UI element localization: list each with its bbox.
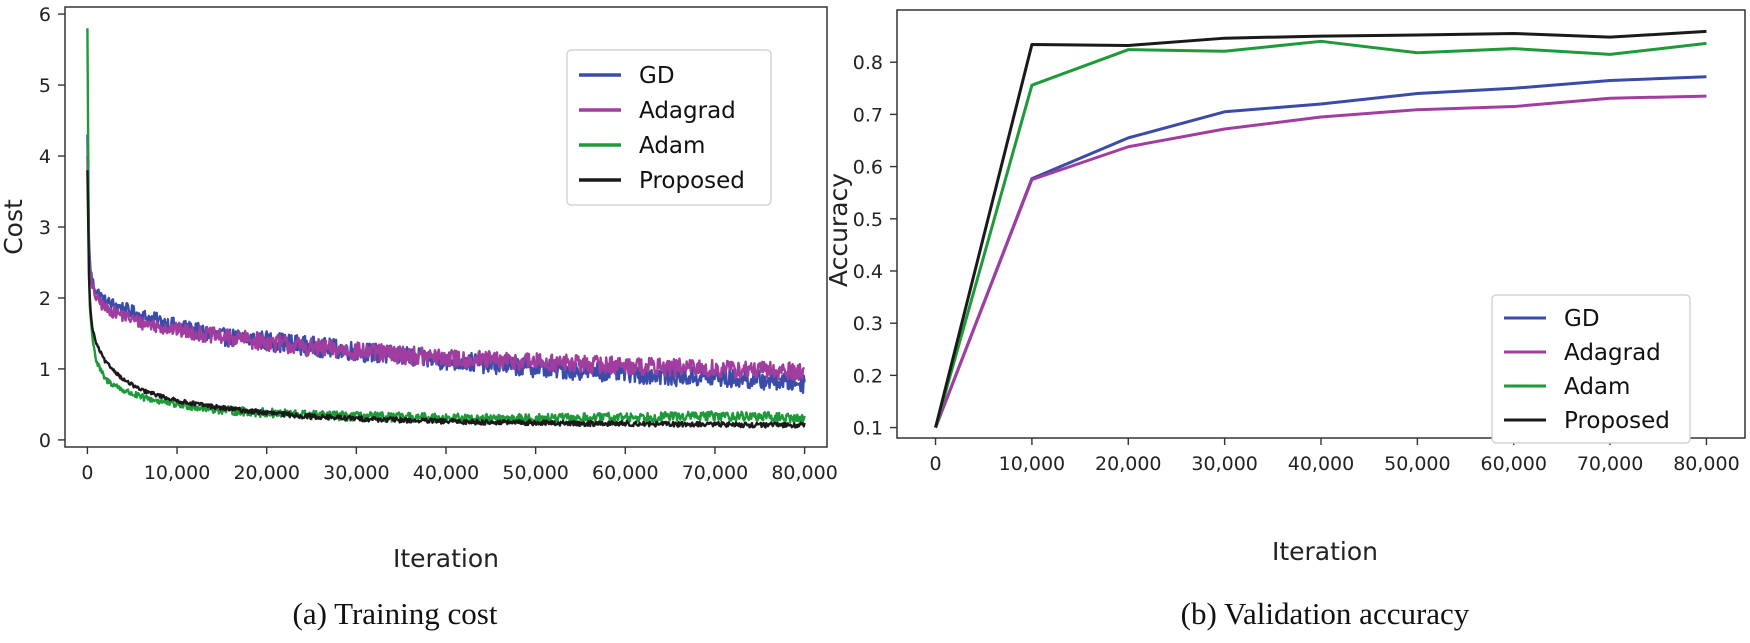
training-cost-caption: (a) Training cost [293, 596, 498, 631]
training-cost-x-tick-label: 40,000 [413, 462, 479, 484]
training-cost-x-tick-label: 20,000 [233, 462, 299, 484]
validation-accuracy-caption: (b) Validation accuracy [1181, 596, 1470, 631]
training-cost-x-tick-label: 60,000 [592, 462, 658, 484]
validation-accuracy-x-tick-label: 40,000 [1288, 453, 1354, 475]
validation-accuracy-x-tick-label: 10,000 [999, 453, 1065, 475]
validation-accuracy-x-tick-label: 20,000 [1095, 453, 1161, 475]
training-cost-legend-label-proposed: Proposed [639, 168, 745, 194]
validation-accuracy-y-tick-label: 0.8 [853, 52, 883, 74]
validation-accuracy-legend-label-adam: Adam [1564, 374, 1630, 400]
training-cost-y-tick-label: 2 [39, 288, 51, 310]
training-cost-legend-label-adam: Adam [639, 133, 705, 159]
validation-accuracy-y-tick-label: 0.4 [853, 261, 883, 283]
training-cost-y-tick-label: 4 [39, 146, 51, 168]
validation-accuracy-y-axis-label: Accuracy [824, 173, 853, 287]
validation-accuracy-y-tick-label: 0.1 [853, 418, 883, 440]
training-cost-y-tick-label: 1 [39, 359, 51, 381]
training-cost-x-tick-label: 80,000 [771, 462, 837, 484]
training-cost-y-tick-label: 3 [39, 217, 51, 239]
validation-accuracy-series-group [934, 29, 1707, 429]
training-cost-line-proposed [86, 170, 806, 429]
training-cost-x-axis-label: Iteration [393, 544, 499, 573]
training-cost-legend: GD Adagrad Adam Proposed [566, 49, 772, 206]
validation-accuracy-legend: GD Adagrad Adam Proposed [1491, 294, 1691, 444]
training-cost-legend-box [566, 49, 772, 206]
training-cost-y-tick-label: 5 [39, 75, 51, 97]
validation-accuracy-chart: 0 10,000 20,000 30,000 40,000 50,000 60,000 70,… [824, 9, 1746, 631]
validation-accuracy-x-tick-label: 60,000 [1480, 453, 1546, 475]
validation-accuracy-legend-label-adagrad: Adagrad [1564, 340, 1661, 366]
validation-accuracy-legend-label-proposed: Proposed [1564, 408, 1670, 434]
validation-accuracy-x-tick-label: 30,000 [1191, 453, 1257, 475]
validation-accuracy-line-adagrad [934, 94, 1707, 429]
validation-accuracy-x-tick-label: 50,000 [1384, 453, 1450, 475]
validation-accuracy-line-gd [934, 75, 1707, 429]
training-cost-x-tick-label: 50,000 [502, 462, 568, 484]
training-cost-x-tick-label: 70,000 [682, 462, 748, 484]
validation-accuracy-y-tick-label: 0.2 [853, 365, 883, 387]
training-cost-x-tick-label: 0 [81, 462, 93, 484]
training-cost-ticks-group: 0 10,000 20,000 30,000 40,000 50,000 60,000 70,… [39, 4, 838, 484]
training-cost-series-group [86, 28, 806, 429]
validation-accuracy-legend-box [1491, 294, 1691, 444]
validation-accuracy-line-proposed [934, 29, 1707, 428]
training-cost-legend-label-adagrad: Adagrad [639, 98, 736, 124]
validation-accuracy-x-tick-label: 0 [929, 453, 941, 475]
validation-accuracy-x-tick-label: 80,000 [1673, 453, 1739, 475]
validation-accuracy-x-axis-label: Iteration [1272, 537, 1378, 566]
training-cost-x-tick-label: 10,000 [144, 462, 210, 484]
training-cost-line-adagrad [86, 156, 805, 382]
training-cost-x-tick-label: 30,000 [323, 462, 389, 484]
training-cost-y-tick-label: 0 [39, 430, 51, 452]
validation-accuracy-y-tick-label: 0.6 [853, 157, 883, 179]
validation-accuracy-ticks-group: 0 10,000 20,000 30,000 40,000 50,000 60,000 70,… [853, 52, 1740, 475]
validation-accuracy-x-tick-label: 70,000 [1577, 453, 1643, 475]
validation-accuracy-y-tick-label: 0.3 [853, 313, 883, 335]
training-cost-y-tick-label: 6 [39, 4, 51, 26]
training-cost-legend-label-gd: GD [639, 63, 675, 89]
validation-accuracy-y-tick-label: 0.7 [853, 104, 883, 126]
validation-accuracy-line-adam [934, 39, 1707, 428]
training-cost-y-axis-label: Cost [0, 199, 28, 255]
validation-accuracy-legend-label-gd: GD [1564, 306, 1600, 332]
training-cost-chart: 0 10,000 20,000 30,000 40,000 50,000 60,000 70,… [0, 4, 838, 631]
validation-accuracy-y-tick-label: 0.5 [853, 209, 883, 231]
